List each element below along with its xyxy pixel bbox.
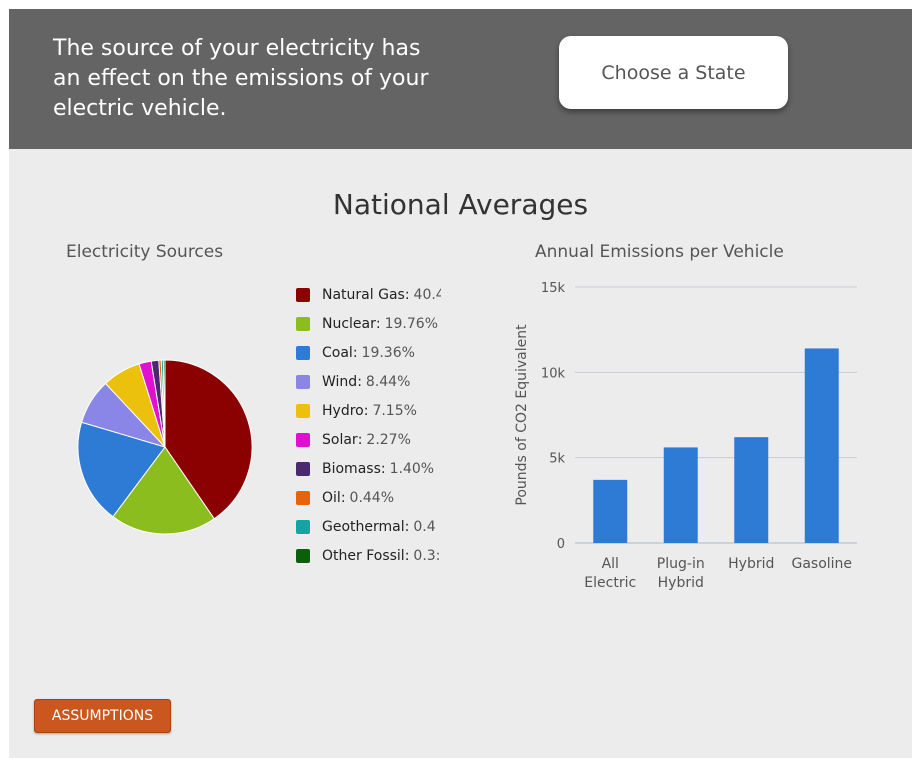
legend-swatch xyxy=(296,548,310,563)
legend-label: Other Fossil xyxy=(322,547,405,564)
x-tick-label: Hybrid xyxy=(728,556,774,572)
legend-item[interactable]: Oil:0.44% xyxy=(296,483,441,512)
legend-swatch xyxy=(296,432,310,447)
pie-slice-coal[interactable] xyxy=(77,421,166,518)
y-tick-label: 15k xyxy=(541,281,566,296)
choose-state-button[interactable]: Choose a State xyxy=(559,36,788,109)
legend-item[interactable]: Other Fossil:0.3: xyxy=(296,541,441,570)
pie-slice-nuclear[interactable] xyxy=(112,446,215,535)
legend-label: Nuclear xyxy=(322,315,376,332)
bar[interactable] xyxy=(663,447,698,543)
header-text: The source of your electricity has an ef… xyxy=(53,36,429,121)
legend-value: 7.15% xyxy=(372,402,417,419)
legend-label: Wind xyxy=(322,373,358,390)
legend-value: 19.76% xyxy=(384,315,438,332)
legend-separator: : xyxy=(363,402,369,419)
legend-swatch xyxy=(296,519,310,534)
legend-swatch xyxy=(296,287,310,302)
legend-swatch xyxy=(296,403,310,418)
y-tick-label: 5k xyxy=(549,452,565,467)
legend-item[interactable]: Geothermal:0.4 xyxy=(296,512,441,541)
pie-chart-title: Electricity Sources xyxy=(66,242,224,262)
legend-label: Natural Gas xyxy=(322,286,405,303)
legend-separator: : xyxy=(375,315,381,332)
x-tick-label: Gasoline xyxy=(791,556,852,572)
legend-item[interactable]: Hydro:7.15% xyxy=(296,396,441,425)
main-panel: The source of your electricity has an ef… xyxy=(9,9,912,758)
legend-value: 0.4 xyxy=(413,518,436,535)
legend-item[interactable]: Coal:19.36% xyxy=(296,338,441,367)
assumptions-button[interactable]: ASSUMPTIONS xyxy=(34,699,171,733)
y-axis-label: Pounds of CO2 Equivalent xyxy=(514,324,530,506)
legend-value: 8.44% xyxy=(365,373,411,390)
y-tick-label: 10k xyxy=(541,366,566,381)
legend-separator: : xyxy=(352,344,358,361)
x-tick-label: Hybrid xyxy=(658,575,704,591)
legend-separator: : xyxy=(404,286,410,303)
legend-swatch xyxy=(296,490,310,505)
section-title: National Averages xyxy=(332,188,589,221)
legend-separator: : xyxy=(404,547,410,564)
legend-separator: : xyxy=(404,518,410,535)
bar[interactable] xyxy=(593,479,628,543)
bar[interactable] xyxy=(734,437,769,543)
y-tick-label: 0 xyxy=(557,537,565,552)
legend-swatch xyxy=(296,461,310,476)
legend-item[interactable]: Natural Gas:40.4 xyxy=(296,280,441,309)
pie-legend: Natural Gas:40.4 Nuclear:19.76% Coal:19.36… xyxy=(296,280,441,570)
legend-swatch xyxy=(296,374,310,389)
legend-item[interactable]: Biomass:1.40% xyxy=(296,454,441,483)
pie-slice-other-fossil[interactable] xyxy=(162,359,166,448)
legend-value: 40.4 xyxy=(413,286,441,303)
legend-value: 19.36% xyxy=(361,344,415,361)
legend-item[interactable]: Wind:8.44% xyxy=(296,367,441,396)
legend-label: Solar xyxy=(322,431,358,448)
legend-separator: : xyxy=(340,489,346,506)
legend-swatch xyxy=(296,316,310,331)
legend-label: Coal xyxy=(322,344,353,361)
legend-label: Oil xyxy=(322,489,341,506)
legend-label: Hydro xyxy=(322,402,364,419)
bar[interactable] xyxy=(804,348,839,543)
legend-value: 2.27% xyxy=(366,431,411,448)
legend-separator: : xyxy=(357,431,363,448)
x-tick-label: All xyxy=(602,556,619,572)
legend-item[interactable]: Solar:2.27% xyxy=(296,425,441,454)
legend-swatch xyxy=(296,345,310,360)
bar-chart-title: Annual Emissions per Vehicle xyxy=(535,242,784,262)
legend-value: 1.40% xyxy=(389,460,435,477)
legend-label: Biomass xyxy=(322,460,381,477)
pie-slice-natural-gas[interactable] xyxy=(164,359,253,520)
legend-item[interactable]: Nuclear:19.76% xyxy=(296,309,441,338)
annual-emissions-bar-chart: 0 5k 10k 15k Pounds of CO2 Equivalent All Elec… xyxy=(514,281,857,591)
legend-separator: : xyxy=(357,373,362,390)
legend-label: Geothermal xyxy=(322,518,405,535)
legend-value: 0.3: xyxy=(413,547,441,564)
header-banner: The source of your electricity has an ef… xyxy=(9,9,912,149)
x-tick-label: Electric xyxy=(584,575,636,591)
legend-separator: : xyxy=(380,460,386,477)
x-tick-label: Plug-in xyxy=(657,556,705,572)
legend-value: 0.44% xyxy=(349,489,395,506)
electricity-sources-pie-chart xyxy=(77,359,253,535)
